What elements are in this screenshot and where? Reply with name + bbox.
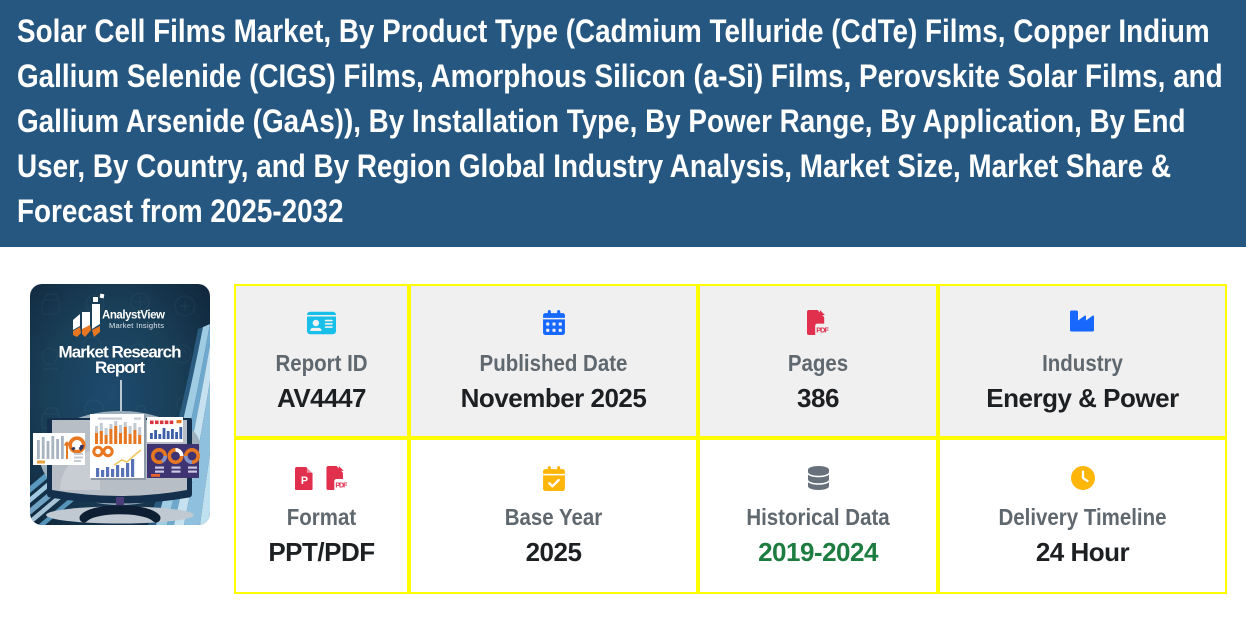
svg-text:P: P (301, 475, 308, 487)
svg-text:Market Research: Market Research (59, 343, 182, 362)
svg-text:PDF: PDF (816, 326, 829, 335)
svg-text:Report: Report (95, 358, 145, 377)
svg-text:AnalystView: AnalystView (102, 310, 165, 322)
svg-text:Market Insights: Market Insights (109, 321, 164, 330)
svg-text:PDF: PDF (335, 483, 347, 490)
